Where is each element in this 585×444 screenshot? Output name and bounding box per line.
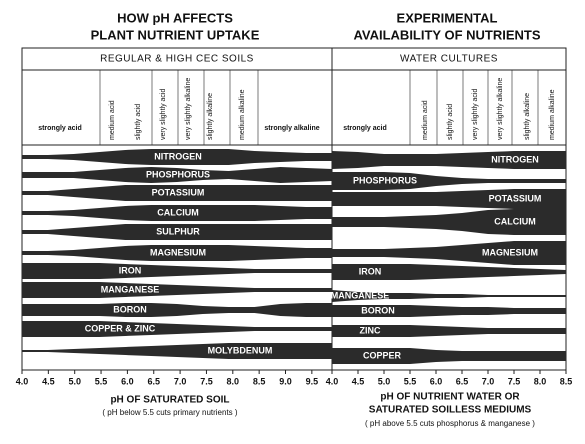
tick-label: 8.0 (534, 376, 547, 386)
zone-label: strongly acid (38, 125, 82, 132)
nutrient-band (332, 325, 566, 337)
tick-label: 6.0 (430, 376, 443, 386)
nutrient-label: ZINC (360, 325, 381, 335)
nutrient-band (332, 172, 566, 190)
nutrient-band (22, 185, 332, 201)
tick-label: 8.5 (560, 376, 573, 386)
tick-label: 9.0 (279, 376, 292, 386)
nutrient-band (22, 282, 332, 298)
zone-label: very slightly alkaline (185, 78, 192, 140)
header: WATER CULTURES (400, 54, 498, 65)
tick-label: 7.5 (200, 376, 213, 386)
note: ( pH above 5.5 cuts phosphorus & mangane… (365, 419, 535, 428)
nutrient-label: IRON (119, 265, 142, 275)
zone-label: very slightly alkaline (497, 78, 504, 140)
nutrient-band (332, 209, 566, 235)
tick-label: 8.5 (253, 376, 266, 386)
nutrient-band (22, 245, 332, 261)
nutrient-band (22, 167, 332, 183)
nutrient-label: IRON (359, 266, 382, 276)
tick-label: 6.5 (456, 376, 469, 386)
nutrient-label: MANGANESE (331, 290, 390, 300)
tick-label: 4.0 (326, 376, 339, 386)
tick-label: 6.0 (121, 376, 134, 386)
zone-label: medium alkaline (239, 89, 246, 140)
nutrient-label: POTASSIUM (152, 187, 205, 197)
nutrient-band (22, 321, 332, 337)
zone-label: very slightly acid (160, 89, 167, 140)
nutrient-label: CALCIUM (157, 207, 199, 217)
axis-title: SATURATED SOILLESS MEDIUMS (369, 405, 532, 416)
nutrient-label: MAGNESIUM (150, 247, 206, 257)
zone-label: strongly acid (343, 125, 387, 132)
nutrient-label: NITROGEN (491, 154, 539, 164)
tick-label: 6.5 (147, 376, 160, 386)
nutrient-band (22, 149, 332, 165)
zone-label: slightly acid (135, 104, 142, 140)
zone-label: very slightly acid (472, 89, 479, 140)
nutrient-band (332, 290, 566, 302)
nutrient-label: MAGNESIUM (482, 247, 538, 257)
zone-label: slightly alkaline (524, 93, 531, 140)
title: AVAILABILITY OF NUTRIENTS (353, 27, 540, 42)
nutrient-label: PHOSPHORUS (353, 175, 417, 185)
tick-label: 7.5 (508, 376, 521, 386)
zone-label: slightly acid (447, 104, 454, 140)
nutrient-label: CALCIUM (494, 216, 536, 226)
nutrient-label: POTASSIUM (489, 193, 542, 203)
nutrient-band (22, 224, 332, 240)
nutrient-band (22, 343, 332, 359)
zone-label: medium acid (109, 100, 116, 140)
nutrient-label: NITROGEN (154, 151, 202, 161)
tick-label: 5.5 (404, 376, 417, 386)
tick-label: 5.5 (95, 376, 108, 386)
nutrient-band (332, 264, 566, 280)
nutrient-band (22, 303, 332, 317)
zone-label: strongly alkaline (264, 125, 319, 132)
nutrient-band (332, 151, 566, 169)
tick-label: 5.0 (378, 376, 391, 386)
nutrient-band (332, 305, 566, 317)
title: EXPERIMENTAL (397, 10, 498, 25)
zone-label: medium alkaline (549, 89, 556, 140)
nutrient-band (22, 205, 332, 221)
nutrient-label: PHOSPHORUS (146, 169, 210, 179)
axis-title: pH OF SATURATED SOIL (110, 395, 229, 406)
tick-label: 8.0 (227, 376, 240, 386)
zone-label: slightly alkaline (207, 93, 214, 140)
nutrient-band (332, 189, 566, 209)
nutrient-label: MANGANESE (101, 284, 160, 294)
title: PLANT NUTRIENT UPTAKE (91, 27, 260, 42)
nutrient-label: BORON (361, 305, 395, 315)
tick-label: 5.0 (68, 376, 81, 386)
nutrient-label: MOLYBDENUM (208, 345, 273, 355)
tick-label: 4.5 (42, 376, 55, 386)
tick-label: 9.5 (306, 376, 319, 386)
nutrient-band (332, 241, 566, 265)
tick-label: 4.0 (16, 376, 29, 386)
tick-label: 4.5 (352, 376, 365, 386)
note: ( pH below 5.5 cuts primary nutrients ) (102, 408, 237, 417)
tick-label: 7.0 (174, 376, 187, 386)
nutrient-label: COPPER (363, 350, 402, 360)
title: HOW pH AFFECTS (117, 10, 233, 25)
zone-label: medium acid (422, 100, 429, 140)
nutrient-label: SULPHUR (156, 226, 200, 236)
nutrient-band (332, 348, 566, 364)
nutrient-band (22, 263, 332, 279)
axis-title: pH OF NUTRIENT WATER OR (380, 392, 520, 403)
nutrient-label: COPPER & ZINC (85, 323, 156, 333)
tick-label: 7.0 (482, 376, 495, 386)
nutrient-label: BORON (113, 304, 147, 314)
header: REGULAR & HIGH CEC SOILS (100, 54, 254, 65)
